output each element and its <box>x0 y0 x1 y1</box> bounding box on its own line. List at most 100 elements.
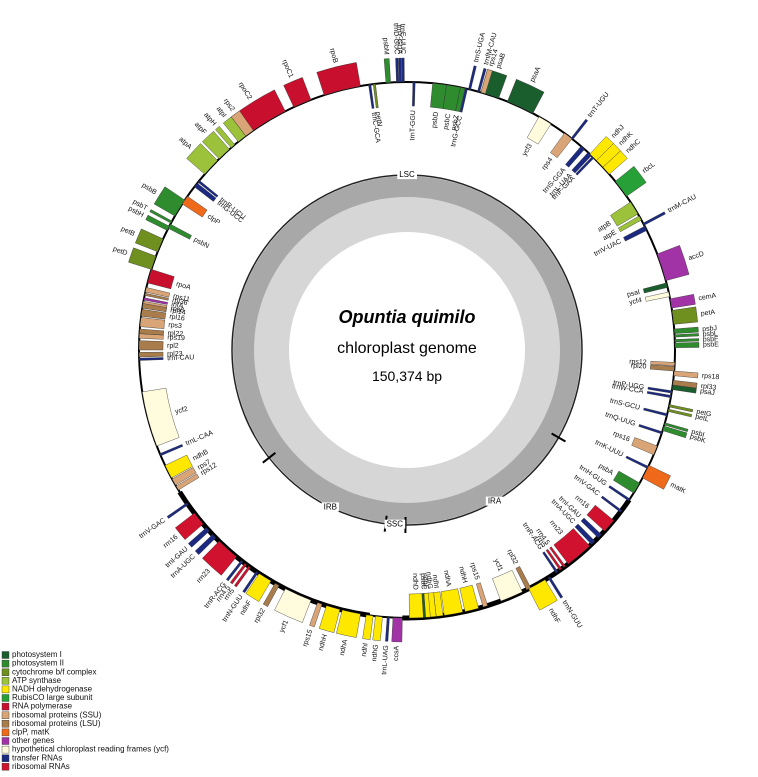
gene-block <box>645 292 669 301</box>
legend-swatch <box>2 652 9 659</box>
gene-label: trnS-GCU <box>609 398 641 412</box>
gene-label: psbD <box>431 111 440 128</box>
gene-label: rps15 <box>302 629 314 648</box>
gene-block <box>317 62 361 95</box>
gene-label: ccsA <box>393 645 401 661</box>
gene-label: psbA <box>597 463 615 477</box>
legend-swatch <box>2 695 9 702</box>
gene-label: rpl32 <box>505 549 518 566</box>
gene-label: trnV-GAC <box>138 517 167 540</box>
gene-label: psbB <box>140 182 158 197</box>
region-label: IRB <box>324 502 337 511</box>
gene-label: clpP <box>206 213 221 227</box>
gene-block <box>373 84 378 108</box>
gene-block <box>140 317 165 328</box>
gene-label: trnE-UUC <box>399 24 406 54</box>
gene-block <box>632 437 658 454</box>
gene-label: ndhD <box>411 573 419 590</box>
gene-label: ndhG <box>371 644 380 662</box>
gene-block <box>319 606 340 633</box>
gene-label: psbM <box>381 37 389 55</box>
gene-label: trnQ-UUG <box>604 411 636 427</box>
region-label: IRA <box>488 497 502 506</box>
gene-label: rpl20 <box>631 363 647 371</box>
gene-block <box>643 408 667 416</box>
gene-label: atpI <box>215 106 228 120</box>
legend-swatch <box>2 763 9 770</box>
gene-block <box>167 503 188 519</box>
legend-swatch <box>2 738 9 745</box>
gene-label: rps18 <box>702 373 720 382</box>
gene-label: trnT-GGU <box>409 110 417 141</box>
gene-block <box>369 84 375 108</box>
gene-label: psaA <box>529 66 542 84</box>
gene-label: trnM-CAU <box>667 194 698 215</box>
gene-block <box>675 339 699 342</box>
gene-block <box>613 471 639 493</box>
gene-block <box>139 352 163 357</box>
gene-label: ycf4 <box>629 297 643 307</box>
gene-label: ndhA <box>339 639 349 657</box>
gene-label: psbN <box>192 236 210 250</box>
gene-label: rpl32 <box>253 607 267 624</box>
gene-block <box>675 333 699 337</box>
legend-label: ribosomal RNAs <box>12 762 70 771</box>
gene-label: trnT-UGU <box>587 91 611 119</box>
gene-label: rpl2 <box>167 343 179 350</box>
gene-label: rpoB <box>328 48 338 64</box>
gene-label: ndhA <box>442 570 452 588</box>
gene-label: rps3 <box>168 322 182 330</box>
gene-block <box>626 456 649 469</box>
gene-block <box>284 77 311 107</box>
gene-label: trnI-CAU <box>167 354 194 362</box>
gene-label: trnL-CAA <box>185 429 215 447</box>
legend-swatch <box>2 669 9 676</box>
gene-block <box>643 212 665 225</box>
gene-block <box>399 58 402 82</box>
gene-block <box>142 388 179 446</box>
gene-label: petB <box>120 226 136 238</box>
gene-label: rpoC1 <box>280 59 294 79</box>
gene-block <box>476 583 487 607</box>
subtitle: chloroplast genome <box>337 340 477 357</box>
gene-label: rps16 <box>612 430 631 443</box>
gene-block <box>135 229 163 252</box>
gene-label: ndhI <box>361 643 370 658</box>
gene-block <box>412 82 415 106</box>
gene-block <box>623 226 646 241</box>
gene-label: ndhH <box>457 566 468 584</box>
gene-block <box>441 589 463 616</box>
gene-block <box>507 79 544 113</box>
gene-label: ycf1 <box>492 558 504 573</box>
legend-swatch <box>2 729 9 736</box>
gene-label: matK <box>669 482 687 496</box>
gene-block <box>168 224 191 239</box>
gene-block <box>384 59 391 83</box>
gene-block <box>373 616 383 641</box>
gene-label: trnV-UAC <box>593 238 623 258</box>
legend-swatch <box>2 677 9 684</box>
gene-block <box>310 603 322 627</box>
gene-label: rbcL <box>641 161 656 175</box>
gene-label: atpF <box>193 121 208 136</box>
gene-block <box>402 58 405 82</box>
gene-block <box>363 615 374 640</box>
gene-label: ycf1 <box>278 619 290 634</box>
region-label: SSC <box>387 520 404 529</box>
gene-label: rrn23 <box>548 519 564 536</box>
gene-block <box>385 617 389 641</box>
gene-block <box>129 248 156 270</box>
gene-label: petA <box>700 309 715 318</box>
gene-label: ndhH <box>318 634 329 652</box>
gene-label: rps15 <box>468 562 480 581</box>
gene-label: rpoC2 <box>237 81 253 101</box>
gene-label: cemA <box>698 292 717 302</box>
gene-block <box>672 307 698 324</box>
legend-swatch <box>2 720 9 727</box>
gene-block <box>550 133 572 158</box>
gene-label: ycf3 <box>521 143 534 158</box>
gene-block <box>674 371 698 378</box>
gene-block <box>182 196 207 217</box>
